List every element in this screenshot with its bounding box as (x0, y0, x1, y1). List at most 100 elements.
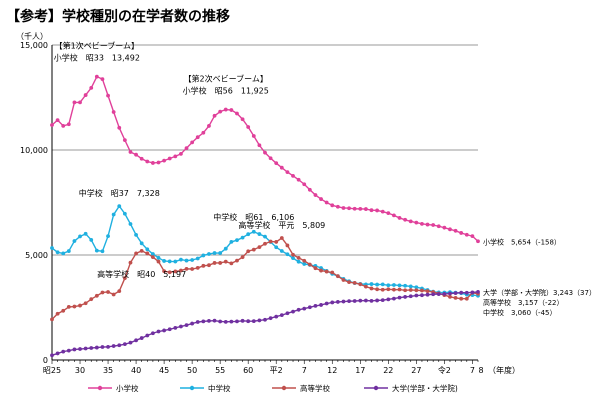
data-point (240, 235, 245, 240)
data-point (229, 319, 234, 324)
data-point (229, 261, 234, 266)
data-point (352, 299, 357, 303)
data-point (83, 93, 88, 97)
end-label: 小学校 5,654（-158） (483, 237, 561, 246)
data-point (150, 161, 155, 165)
legend-marker (373, 385, 379, 391)
data-point (420, 288, 424, 293)
data-point (190, 140, 195, 145)
data-point (145, 159, 150, 164)
data-point (89, 238, 94, 242)
data-point (89, 346, 94, 350)
data-point (302, 258, 307, 263)
data-point (414, 288, 419, 293)
data-point (190, 258, 195, 262)
data-point (268, 156, 273, 161)
data-point (347, 280, 351, 285)
data-point (139, 241, 144, 246)
data-point (313, 266, 318, 271)
data-point (268, 316, 273, 321)
data-point (201, 130, 206, 135)
x-tick-label: 50 (187, 366, 197, 375)
data-point (173, 154, 178, 159)
data-point (330, 203, 335, 208)
data-point (179, 268, 183, 273)
data-point (403, 295, 408, 299)
x-unit-label: （年度） (488, 365, 520, 375)
legend-marker (189, 385, 195, 391)
data-point (106, 93, 110, 98)
x-tick-label: 40 (131, 366, 141, 375)
data-point (307, 262, 312, 267)
data-point (218, 251, 223, 255)
data-point (453, 228, 458, 233)
data-point (201, 263, 206, 268)
data-point (397, 295, 402, 300)
data-point (263, 317, 267, 322)
data-point (257, 143, 262, 148)
series-line-3 (51, 291, 479, 356)
data-point (78, 303, 82, 308)
data-point (448, 291, 452, 296)
data-point (106, 344, 110, 349)
data-point (207, 252, 211, 256)
data-point (156, 259, 161, 264)
x-tick-label: 令2 (438, 365, 451, 375)
data-point (285, 311, 290, 316)
data-point (285, 252, 290, 257)
data-point (190, 267, 195, 271)
data-point (274, 314, 279, 319)
data-point (251, 229, 256, 234)
data-point (83, 301, 88, 306)
y-tick-label: 15,000 (20, 41, 48, 50)
x-tick-label: 7 (470, 366, 475, 375)
data-point (386, 297, 391, 302)
data-point (117, 125, 122, 130)
data-point (291, 173, 295, 178)
data-point (66, 305, 71, 309)
data-point (223, 319, 228, 324)
x-tick-label: 30 (75, 366, 85, 375)
data-point (436, 224, 441, 229)
data-point (274, 161, 279, 166)
data-point (307, 187, 312, 192)
data-point (358, 298, 363, 303)
data-point (134, 338, 138, 343)
legend-label: 大学(学部・大学院) (392, 383, 458, 393)
data-point (218, 319, 223, 324)
data-point (420, 221, 424, 226)
x-tick-label: 45 (159, 366, 169, 375)
data-point (150, 255, 155, 259)
data-point (72, 100, 77, 105)
legend-label: 高等学校 (300, 383, 330, 393)
data-point (235, 258, 239, 263)
data-point (403, 217, 408, 222)
legend-label: 小学校 (116, 383, 139, 393)
data-point (201, 253, 206, 258)
x-tick-label: 8 (478, 366, 483, 375)
data-point (375, 282, 380, 287)
data-point (425, 289, 430, 294)
y-tick-label: 10,000 (20, 146, 48, 155)
annotations: 【第1次ベビーブーム】小学校 昭33 13,492 【第2次ベビーブーム】小学校 … (54, 41, 326, 279)
data-point (179, 151, 183, 156)
data-point (184, 258, 189, 263)
data-point (369, 208, 374, 213)
data-point (72, 239, 77, 243)
data-point (375, 208, 380, 213)
data-point (302, 306, 307, 311)
data-point (341, 278, 346, 282)
data-point (100, 290, 105, 295)
data-point (207, 318, 211, 323)
data-point (425, 292, 430, 297)
data-point (122, 138, 127, 143)
data-point (453, 296, 458, 300)
data-point (134, 251, 138, 256)
data-point (257, 318, 262, 323)
data-point (100, 77, 105, 82)
data-point (392, 283, 396, 287)
data-point (363, 284, 368, 289)
data-point (274, 245, 279, 250)
data-point (403, 283, 408, 288)
